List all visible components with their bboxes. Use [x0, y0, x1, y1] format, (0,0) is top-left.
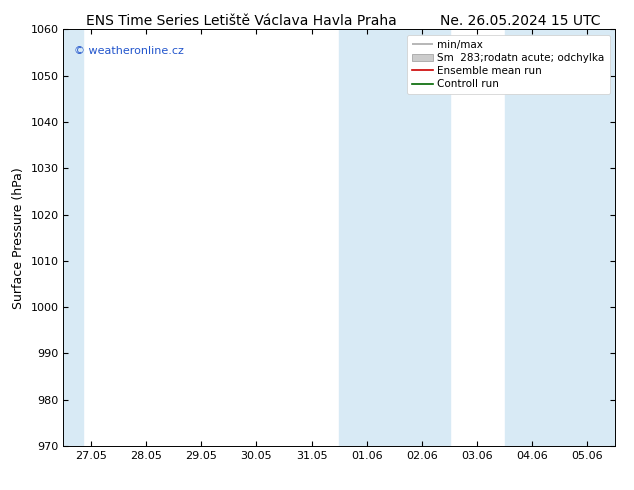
Text: © weatheronline.cz: © weatheronline.cz	[74, 46, 184, 56]
Bar	[339, 29, 450, 446]
Bar	[505, 29, 615, 446]
Text: Ne. 26.05.2024 15 UTC: Ne. 26.05.2024 15 UTC	[439, 14, 600, 28]
Text: ENS Time Series Letiště Václava Havla Praha: ENS Time Series Letiště Václava Havla Pr…	[86, 14, 396, 28]
Bar	[63, 29, 82, 446]
Y-axis label: Surface Pressure (hPa): Surface Pressure (hPa)	[12, 167, 25, 309]
Legend: min/max, Sm  283;rodatn acute; odchylka, Ensemble mean run, Controll run: min/max, Sm 283;rodatn acute; odchylka, …	[407, 35, 610, 95]
